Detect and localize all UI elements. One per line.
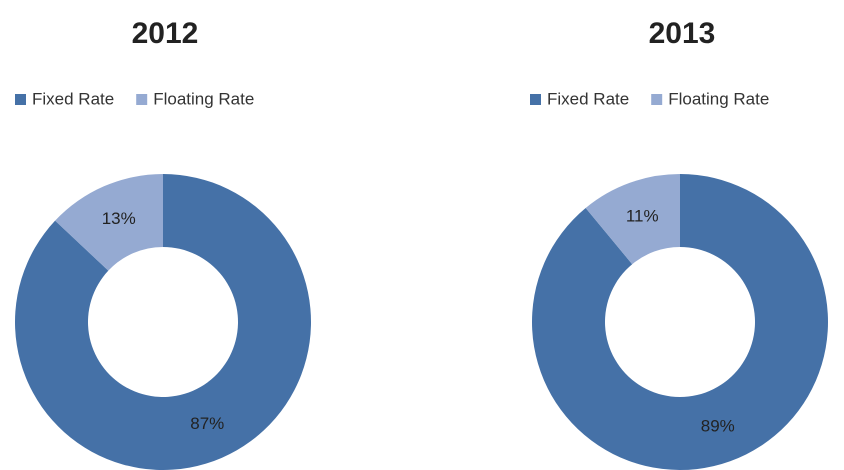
- legend-label: Fixed Rate: [547, 89, 629, 108]
- legend-swatch: [651, 94, 663, 105]
- legend-label: Floating Rate: [668, 89, 769, 108]
- legend-swatch: [15, 94, 26, 105]
- pie-slice: [532, 174, 829, 470]
- legend-swatch: [530, 94, 541, 105]
- data-label: 87%: [190, 414, 224, 433]
- chart-title: 2012: [132, 17, 199, 50]
- chart-title: 2013: [649, 17, 716, 50]
- legend-swatch: [136, 94, 148, 105]
- pie-slice: [55, 174, 164, 271]
- legend-label: Floating Rate: [153, 89, 254, 108]
- data-label: 11%: [626, 207, 659, 226]
- data-label: 13%: [102, 209, 136, 228]
- data-label: 89%: [701, 416, 735, 435]
- pie-slice: [14, 174, 312, 470]
- pie-slice: [585, 174, 680, 265]
- legend-label: Fixed Rate: [32, 89, 114, 108]
